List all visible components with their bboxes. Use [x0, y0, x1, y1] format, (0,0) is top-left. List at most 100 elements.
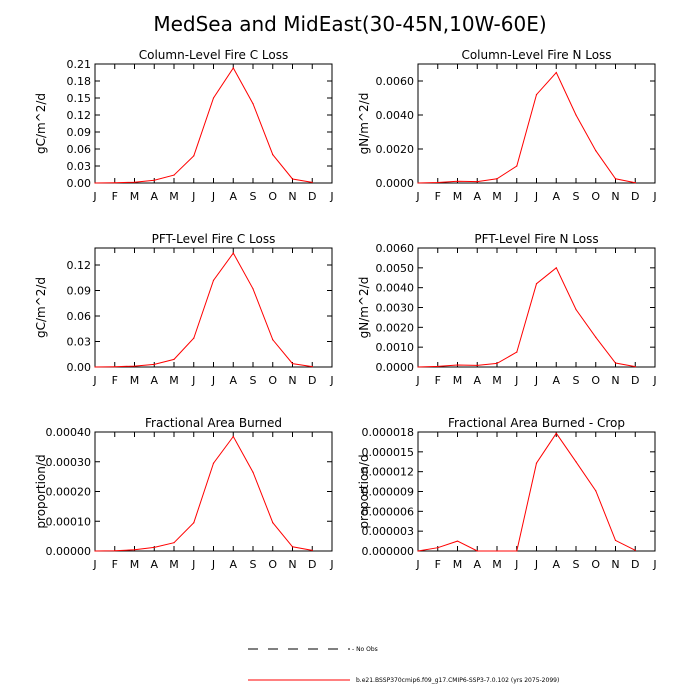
- y-tick-label: 0.000000: [362, 545, 415, 558]
- x-tick-label: J: [211, 558, 215, 571]
- x-tick-label: M: [453, 558, 463, 571]
- x-tick-label: O: [591, 374, 600, 387]
- data-point: [133, 365, 136, 367]
- data-point: [94, 550, 96, 552]
- data-point: [595, 490, 597, 492]
- y-tick-label: 0.18: [67, 75, 92, 88]
- y-tick-label: 0.000015: [362, 446, 415, 459]
- data-point: [173, 542, 175, 544]
- x-tick-label: S: [573, 374, 580, 387]
- plot-frame: [417, 247, 656, 368]
- x-tick-label: A: [552, 558, 560, 571]
- x-tick-label: M: [453, 374, 463, 387]
- x-tick-label: J: [652, 374, 656, 387]
- data-point: [535, 94, 538, 96]
- data-point: [291, 363, 294, 365]
- x-tick-label: A: [473, 374, 481, 387]
- panel-title: Fractional Area Burned - Crop: [448, 416, 625, 430]
- y-tick-label: 0.15: [67, 92, 92, 105]
- x-tick-label: S: [250, 190, 257, 203]
- x-tick-label: J: [652, 558, 656, 571]
- data-point: [555, 71, 557, 74]
- chart-panel-1: Column-Level Fire C Loss gC/m^2/d 0.00 0.03…: [34, 48, 334, 203]
- x-tick-label: S: [250, 558, 257, 571]
- legend-model-label: b.e21.BSSP370cmip6.f09_g17.CMIP6-SSP3-7.…: [356, 677, 559, 684]
- panel-title: PFT-Level Fire C Loss: [152, 232, 276, 246]
- x-tick-label: M: [492, 190, 502, 203]
- data-point: [417, 182, 419, 184]
- data-point: [114, 182, 116, 184]
- panel-title: Fractional Area Burned: [145, 416, 282, 430]
- data-point: [232, 435, 234, 438]
- x-tick-label: J: [329, 558, 333, 571]
- legend: - No Obs b.e21.BSSP370cmip6.f09_g17.CMIP6…: [248, 646, 559, 684]
- x-tick-label: A: [150, 190, 158, 203]
- x-tick-label: J: [329, 190, 333, 203]
- data-point: [114, 366, 116, 368]
- y-tick-label: 0.0060: [376, 242, 415, 255]
- x-tick-label: M: [130, 190, 140, 203]
- data-point: [272, 339, 274, 341]
- y-tick-label: 0.12: [67, 259, 92, 272]
- data-point: [496, 362, 498, 365]
- data-point: [516, 351, 518, 353]
- data-point: [456, 364, 459, 366]
- x-tick-label: O: [268, 374, 277, 387]
- chart-panel-6: Fractional Area Burned - Crop proportion/…: [357, 416, 657, 571]
- x-tick-label: D: [631, 374, 639, 387]
- x-tick-label: N: [288, 558, 296, 571]
- y-axis-label: gN/m^2/d: [357, 93, 371, 155]
- y-tick-label: 0.12: [67, 109, 92, 122]
- plot-frame: [417, 63, 656, 184]
- page-title: MedSea and MidEast(30-45N,10W-60E): [153, 12, 547, 36]
- y-tick-label: 0.000006: [362, 505, 415, 518]
- x-tick-label: D: [308, 558, 316, 571]
- data-point: [476, 550, 478, 552]
- plot-frame: [94, 63, 333, 184]
- x-tick-label: A: [229, 190, 237, 203]
- x-tick-label: M: [453, 190, 463, 203]
- legend-obs-label: - No Obs: [352, 646, 378, 653]
- y-tick-label: 0.06: [67, 310, 92, 323]
- data-point: [291, 546, 294, 548]
- x-tick-label: F: [435, 558, 441, 571]
- series-line: [417, 71, 636, 184]
- x-tick-label: M: [169, 558, 179, 571]
- x-tick-label: O: [591, 558, 600, 571]
- y-tick-label: 0.00000: [46, 545, 92, 558]
- y-tick-label: 0.0000: [376, 177, 415, 190]
- x-tick-label: J: [415, 190, 419, 203]
- y-axis-label: gN/m^2/d: [357, 277, 371, 339]
- y-tick-label: 0.000018: [362, 426, 415, 439]
- data-point: [456, 180, 459, 182]
- data-point: [496, 178, 498, 180]
- y-tick-label: 0.03: [67, 336, 92, 349]
- x-tick-label: J: [92, 374, 96, 387]
- y-tick-label: 0.000003: [362, 525, 415, 538]
- x-tick-label: M: [169, 190, 179, 203]
- data-point: [193, 155, 195, 157]
- y-tick-label: 0.00030: [46, 456, 92, 469]
- series-line: [417, 267, 636, 368]
- series-line: [94, 252, 313, 368]
- x-tick-label: N: [288, 374, 296, 387]
- series-line: [417, 432, 636, 552]
- x-tick-label: J: [415, 558, 419, 571]
- data-point: [614, 362, 617, 364]
- data-point: [476, 364, 478, 367]
- x-tick-label: D: [308, 374, 316, 387]
- y-tick-label: 0.0030: [376, 302, 415, 315]
- y-axis-label: proportion/d: [357, 454, 371, 528]
- data-point: [114, 550, 116, 552]
- x-tick-label: F: [112, 190, 118, 203]
- data-point: [437, 547, 439, 549]
- y-axis-label: gC/m^2/d: [34, 277, 48, 338]
- y-tick-label: 0.21: [67, 58, 92, 71]
- x-tick-label: F: [112, 374, 118, 387]
- data-point: [516, 550, 518, 552]
- x-tick-label: D: [308, 190, 316, 203]
- data-point: [252, 288, 254, 290]
- data-point: [417, 550, 419, 552]
- y-tick-label: 0.00040: [46, 426, 92, 439]
